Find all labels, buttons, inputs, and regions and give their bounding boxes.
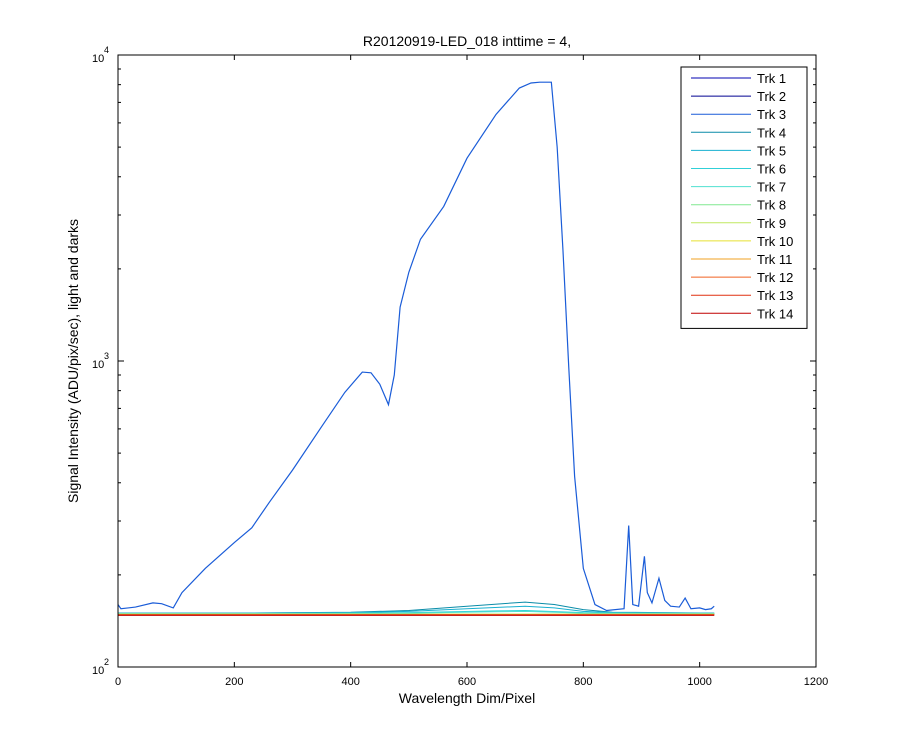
legend-label-trk-1: Trk 1	[757, 71, 786, 86]
y-tick-exponent: 4	[104, 45, 109, 55]
chart-title: R20120919-LED_018 inttime = 4,	[363, 33, 571, 49]
legend-label-trk-9: Trk 9	[757, 216, 786, 231]
x-tick-label: 400	[341, 676, 359, 688]
legend-label-trk-11: Trk 11	[757, 252, 792, 267]
plot-frame	[117, 54, 817, 668]
y-axis-label: Signal Intensity (ADU/pix/sec), light an…	[65, 219, 81, 503]
y-tick-exponent: 2	[104, 657, 109, 667]
y-tick-label: 10	[92, 665, 104, 677]
y-tick-exponent: 3	[104, 351, 109, 361]
x-tick-label: 0	[115, 676, 121, 688]
legend: Trk 1 Trk 2 Trk 3 Trk 4 Trk 5 Trk 6 Trk 7 Trk 8…	[680, 66, 808, 329]
legend-label-trk-7: Trk 7	[757, 180, 786, 195]
legend-label-trk-10: Trk 10	[757, 234, 793, 249]
legend-label-trk-3: Trk 3	[757, 107, 786, 122]
x-tick-label: 1200	[804, 676, 828, 688]
legend-label-trk-13: Trk 13	[757, 288, 793, 303]
legend-box	[680, 66, 808, 329]
x-tick-label: 200	[225, 676, 243, 688]
legend-label-trk-2: Trk 2	[757, 89, 786, 104]
y-tick-label: 10	[92, 359, 104, 371]
legend-label-trk-4: Trk 4	[757, 125, 786, 140]
series-layer	[117, 81, 715, 616]
series-line-trk-3	[117, 81, 715, 612]
legend-label-trk-12: Trk 12	[757, 270, 793, 285]
legend-label-trk-5: Trk 5	[757, 143, 786, 158]
legend-label-trk-6: Trk 6	[757, 162, 786, 177]
legend-label-trk-14: Trk 14	[757, 306, 793, 321]
x-tick-label: 800	[574, 676, 592, 688]
x-tick-label: 600	[458, 676, 476, 688]
series-line-trk-5	[118, 605, 715, 614]
y-tick-label: 10	[92, 53, 104, 65]
x-tick-label: 1000	[687, 676, 711, 688]
legend-label-trk-8: Trk 8	[757, 198, 786, 213]
x-axis-label: Wavelength Dim/Pixel	[399, 690, 535, 706]
